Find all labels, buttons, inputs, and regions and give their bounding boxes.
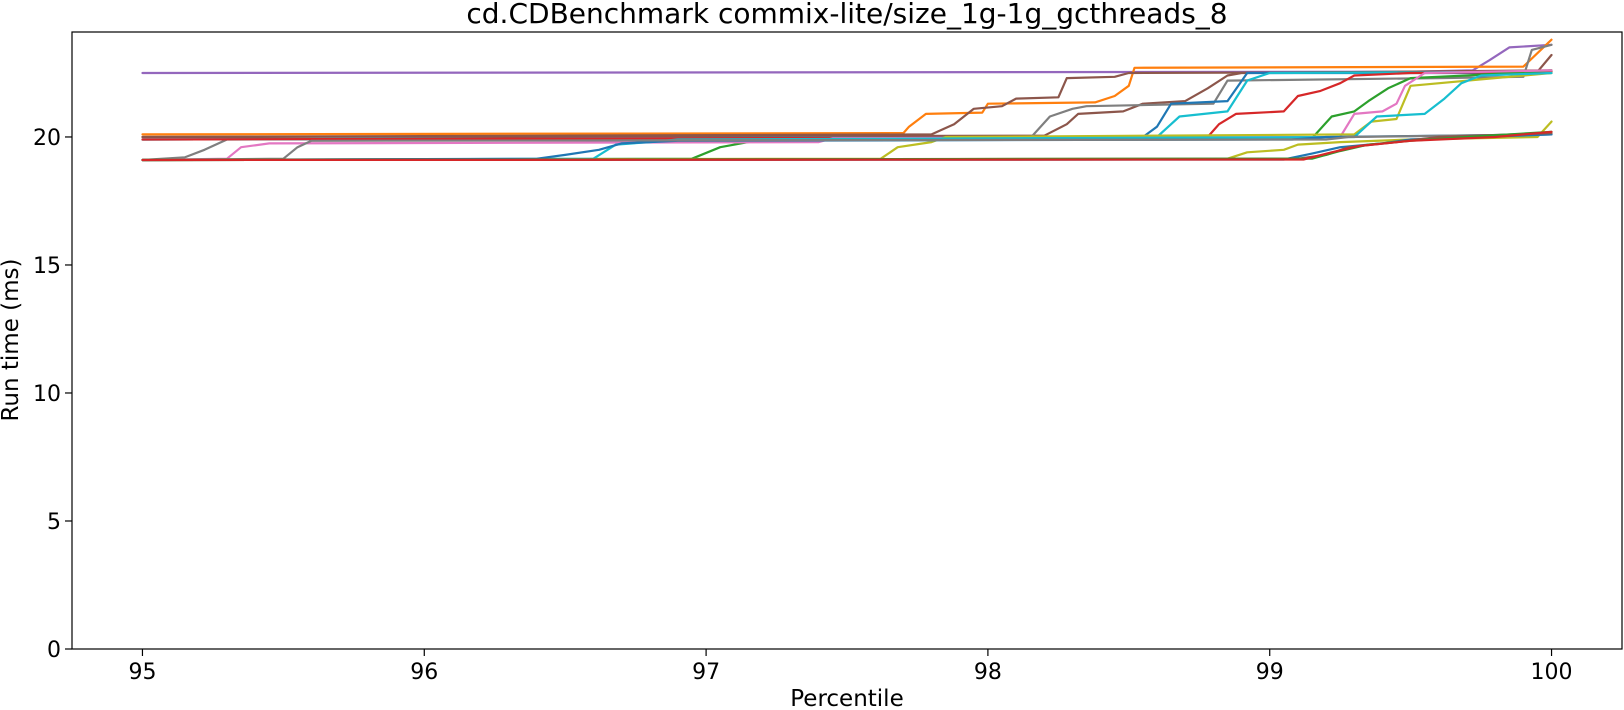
- series-line-3: [141, 53, 1553, 139]
- y-axis-ticks: 0 5 10 15 20: [33, 126, 72, 663]
- series-line-4: [141, 69, 1553, 139]
- x-tick-label: 100: [1531, 660, 1573, 685]
- series-line-13: [141, 133, 1553, 162]
- y-tick-label: 5: [47, 510, 61, 535]
- x-tick-label: 98: [974, 660, 1002, 685]
- series-line-1: [141, 43, 1553, 75]
- y-tick-label: 0: [47, 638, 61, 663]
- series-layer: [141, 38, 1553, 162]
- y-tick-label: 10: [33, 382, 61, 407]
- y-axis-label: Run time (ms): [0, 258, 24, 421]
- series-line-9: [141, 69, 1553, 162]
- y-tick-label: 20: [33, 126, 61, 151]
- x-axis-ticks: 95 96 97 98 99 100: [128, 649, 1573, 685]
- x-tick-label: 95: [128, 660, 156, 685]
- plot-frame: [71, 31, 1623, 650]
- x-axis-label: Percentile: [790, 686, 903, 710]
- series-line-7: [141, 70, 1553, 141]
- series-line-11: [141, 71, 1553, 162]
- series-line-8: [141, 70, 1553, 141]
- x-tick-label: 99: [1256, 660, 1284, 685]
- series-line-2: [141, 38, 1553, 136]
- series-line-19: [141, 130, 1553, 162]
- chart-title: cd.CDBenchmark commix-lite/size_1g-1g_gc…: [466, 0, 1227, 30]
- series-line-14: [141, 133, 1553, 162]
- x-tick-label: 96: [410, 660, 438, 685]
- y-tick-label: 15: [33, 254, 61, 279]
- x-tick-label: 97: [692, 660, 720, 685]
